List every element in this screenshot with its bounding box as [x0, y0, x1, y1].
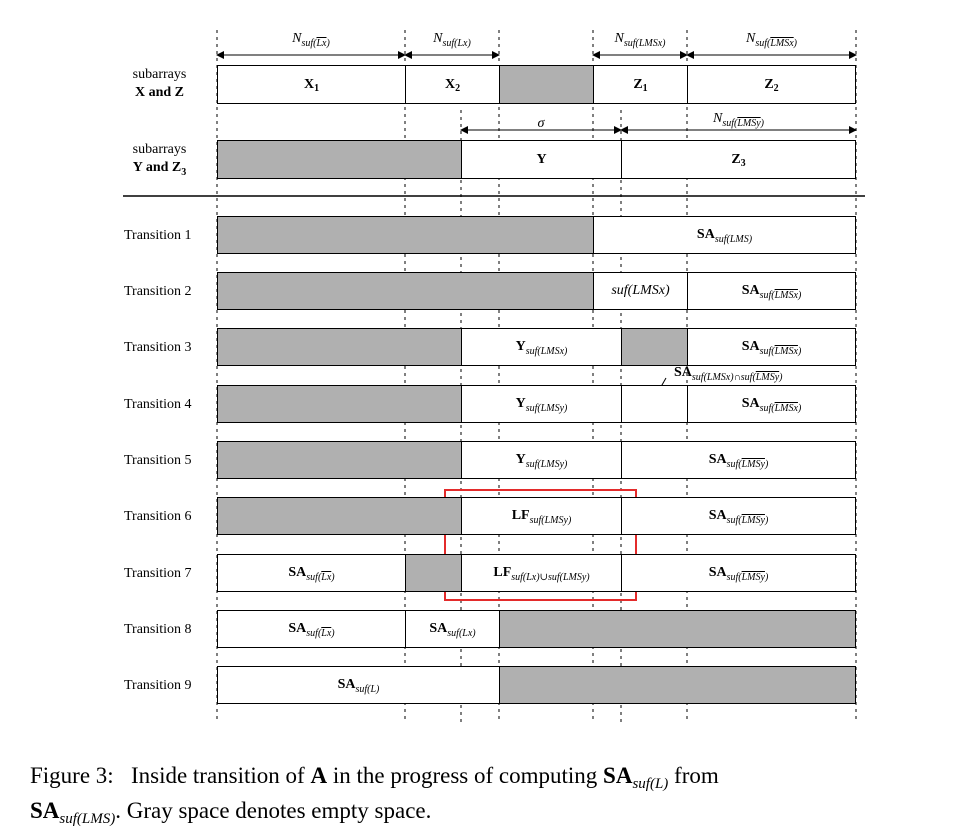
cell-empty [499, 65, 594, 104]
cell-sa-suf-lmsy-bar: SA suf(LMSy) [621, 441, 856, 479]
guide-lines [216, 30, 857, 722]
cell-y: Y [461, 140, 622, 179]
n-suf-lx-bar-label: Nsuf(Lx) [292, 31, 330, 49]
cell-empty [217, 328, 462, 366]
transition-label: Transition 5 [124, 453, 192, 468]
transition-label: Transition 4 [124, 397, 192, 412]
n-suf-lmsx-bar-label: Nsuf(LMSx) [745, 31, 798, 49]
row-label-yz3: subarrays Y and Z3 [132, 142, 187, 178]
n-suf-lmsx-label: Nsuf(LMSx) [614, 31, 666, 49]
n-suf-lmsy-bar-label: Nsuf(LMSy) [712, 111, 765, 129]
cell-sa-suf-lmsx-bar: SA suf(LMSx) [687, 272, 856, 310]
cell-sa-suf-lmsx-bar: SA suf(LMSx) [687, 328, 856, 366]
transition-label: Transition 1 [124, 228, 192, 243]
cell-empty [217, 272, 594, 310]
transition-label: Transition 3 [124, 340, 192, 355]
cell-lf-suf-lx-lmsy: LF suf(Lx)∪suf(LMSy) [461, 554, 622, 592]
cell-empty [217, 441, 462, 479]
cell-sa-suf-lx: SA suf(Lx) [405, 610, 500, 648]
cell-lf-suf-lmsy: LF suf(LMSy) [461, 497, 622, 535]
cell-sa-suf-lmsy-bar: SA suf(LMSy) [621, 497, 856, 535]
cell-empty [621, 328, 688, 366]
transition-label: Transition 8 [124, 622, 192, 637]
cell-sa-suf-lms: SA suf(LMS) [593, 216, 856, 254]
figure-caption: Figure 3: Inside transition of A in the … [30, 763, 719, 827]
sigma-label: σ [537, 116, 545, 131]
cell-empty [499, 610, 856, 648]
cell-sa-suf-lmsx-bar: SA suf(LMSx) [687, 385, 856, 423]
cell-sa-suf-lmsy-bar: SA suf(LMSy) [621, 554, 856, 592]
cell-sa-suf-l: SA suf(L) [217, 666, 500, 704]
transition-label: Transition 6 [124, 509, 192, 524]
transition-label: Transition 2 [124, 284, 192, 299]
cell-intersection [621, 385, 688, 423]
dimension-arrows [216, 51, 857, 134]
cell-sa-suf-lx-bar: SA suf(Lx) [217, 610, 406, 648]
cell-empty [217, 140, 462, 179]
cell-empty [217, 216, 594, 254]
cell-empty [217, 497, 462, 535]
transition-label: Transition 7 [124, 566, 192, 581]
highlight-box [444, 489, 637, 601]
cell-suf-lmsx: suf(LMSx) [593, 272, 688, 310]
cell-empty [405, 554, 462, 592]
transition-label: Transition 9 [124, 678, 192, 693]
row-label-xz: subarrays X and Z [132, 67, 187, 100]
cell-empty [499, 666, 856, 704]
cell-empty [217, 385, 462, 423]
cell-sa-suf-lx-bar: SA suf(Lx) [217, 554, 406, 592]
annotation-label: SAsuf(LMSx)∩suf(LMSy) [674, 365, 783, 383]
n-suf-lx-label: Nsuf(Lx) [433, 31, 471, 49]
